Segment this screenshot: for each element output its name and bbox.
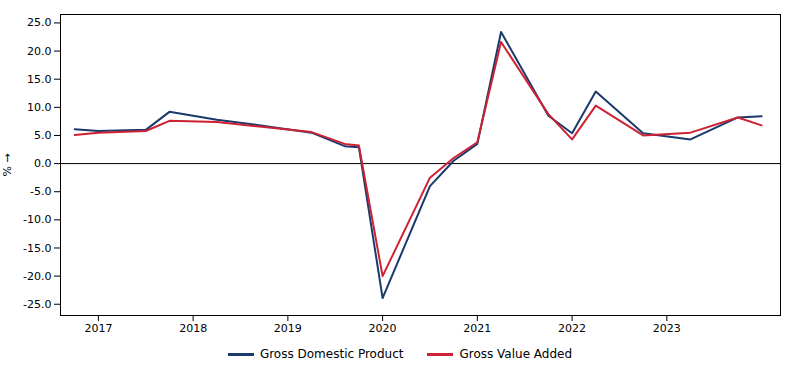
svg-text:2019: 2019 (274, 322, 302, 335)
svg-text:20.0: 20.0 (27, 45, 52, 58)
html-text:Gross Value Added: Gross Value Added (459, 347, 573, 361)
svg-text:2018: 2018 (179, 322, 207, 335)
svg-text:15.0: 15.0 (27, 73, 52, 86)
svg-text:10.0: 10.0 (27, 101, 52, 114)
svg-text:% →: % → (1, 153, 14, 176)
svg-text:-15.0: -15.0 (23, 242, 51, 255)
svg-text:0.0: 0.0 (34, 157, 52, 170)
svg-text:5.0: 5.0 (34, 129, 52, 142)
svg-text:-5.0: -5.0 (30, 185, 51, 198)
svg-text:2021: 2021 (463, 322, 491, 335)
svg-text:-20.0: -20.0 (23, 270, 51, 283)
svg-text:25.0: 25.0 (27, 16, 52, 29)
svg-text:-10.0: -10.0 (23, 213, 51, 226)
html-text:Gross Domestic Product: Gross Domestic Product (259, 347, 404, 361)
svg-text:2023: 2023 (653, 322, 681, 335)
svg-text:2017: 2017 (84, 322, 112, 335)
svg-text:2022: 2022 (558, 322, 586, 335)
svg-text:2020: 2020 (369, 322, 397, 335)
svg-text:-25.0: -25.0 (23, 298, 51, 311)
